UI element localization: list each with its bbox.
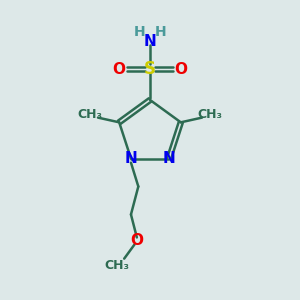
Text: O: O xyxy=(130,233,143,248)
Text: N: N xyxy=(144,34,156,49)
Text: CH₃: CH₃ xyxy=(77,109,102,122)
Text: N: N xyxy=(163,151,176,166)
Text: O: O xyxy=(112,61,125,76)
Text: N: N xyxy=(124,151,137,166)
Text: CH₃: CH₃ xyxy=(198,109,223,122)
Text: S: S xyxy=(144,60,156,78)
Text: H: H xyxy=(134,25,146,39)
Text: H: H xyxy=(154,25,166,39)
Text: O: O xyxy=(175,61,188,76)
Text: CH₃: CH₃ xyxy=(105,259,130,272)
